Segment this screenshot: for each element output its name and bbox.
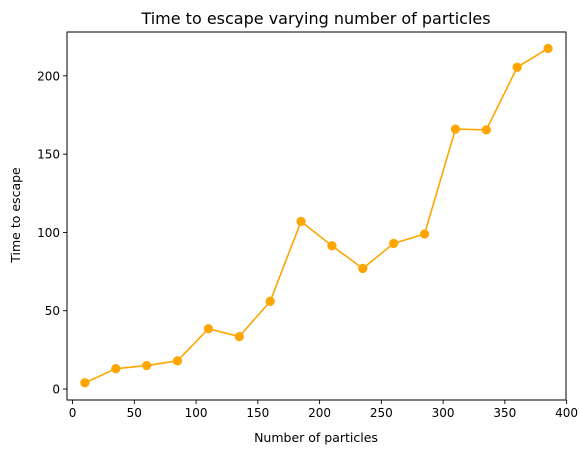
data-point: [296, 216, 306, 227]
data-point: [450, 124, 461, 134]
y-tick-label: 0: [52, 383, 60, 397]
data-point: [172, 356, 183, 366]
data-point: [111, 364, 121, 374]
x-tick-label: 300: [432, 406, 455, 420]
y-tick-label: 50: [45, 304, 60, 318]
data-point: [265, 296, 275, 306]
y-axis-label: Time to escape: [8, 167, 23, 264]
data-point: [142, 360, 152, 371]
x-tick-label: 100: [185, 406, 208, 420]
data-point: [512, 62, 522, 72]
data-point: [419, 229, 430, 239]
chart-title: Time to escape varying number of particl…: [140, 9, 490, 28]
y-tick-label: 150: [37, 148, 60, 162]
x-tick-label: 350: [493, 406, 516, 420]
plot-area: [80, 43, 553, 388]
data-point: [358, 263, 368, 274]
series-line: [84, 47, 549, 384]
y-tick-label: 100: [37, 226, 60, 240]
y-tick-label: 200: [37, 69, 60, 83]
x-tick-label: 250: [370, 406, 393, 420]
data-point: [543, 43, 553, 54]
x-tick-label: 400: [555, 406, 578, 420]
x-tick-label: 0: [69, 406, 77, 420]
data-point: [80, 378, 90, 388]
x-tick-label: 200: [308, 406, 331, 420]
data-point: [234, 331, 244, 342]
data-point: [327, 241, 337, 251]
plot-frame: [66, 31, 567, 401]
data-point: [389, 238, 399, 249]
data-point: [481, 125, 491, 135]
axes: 0 50 100 150 200 250 300 350 400 0 50 100 150 200: [37, 31, 578, 420]
data-point: [203, 324, 214, 334]
x-tick-label: 150: [246, 406, 269, 420]
x-axis-label: Number of particles: [254, 430, 378, 445]
x-tick-label: 50: [127, 406, 142, 420]
